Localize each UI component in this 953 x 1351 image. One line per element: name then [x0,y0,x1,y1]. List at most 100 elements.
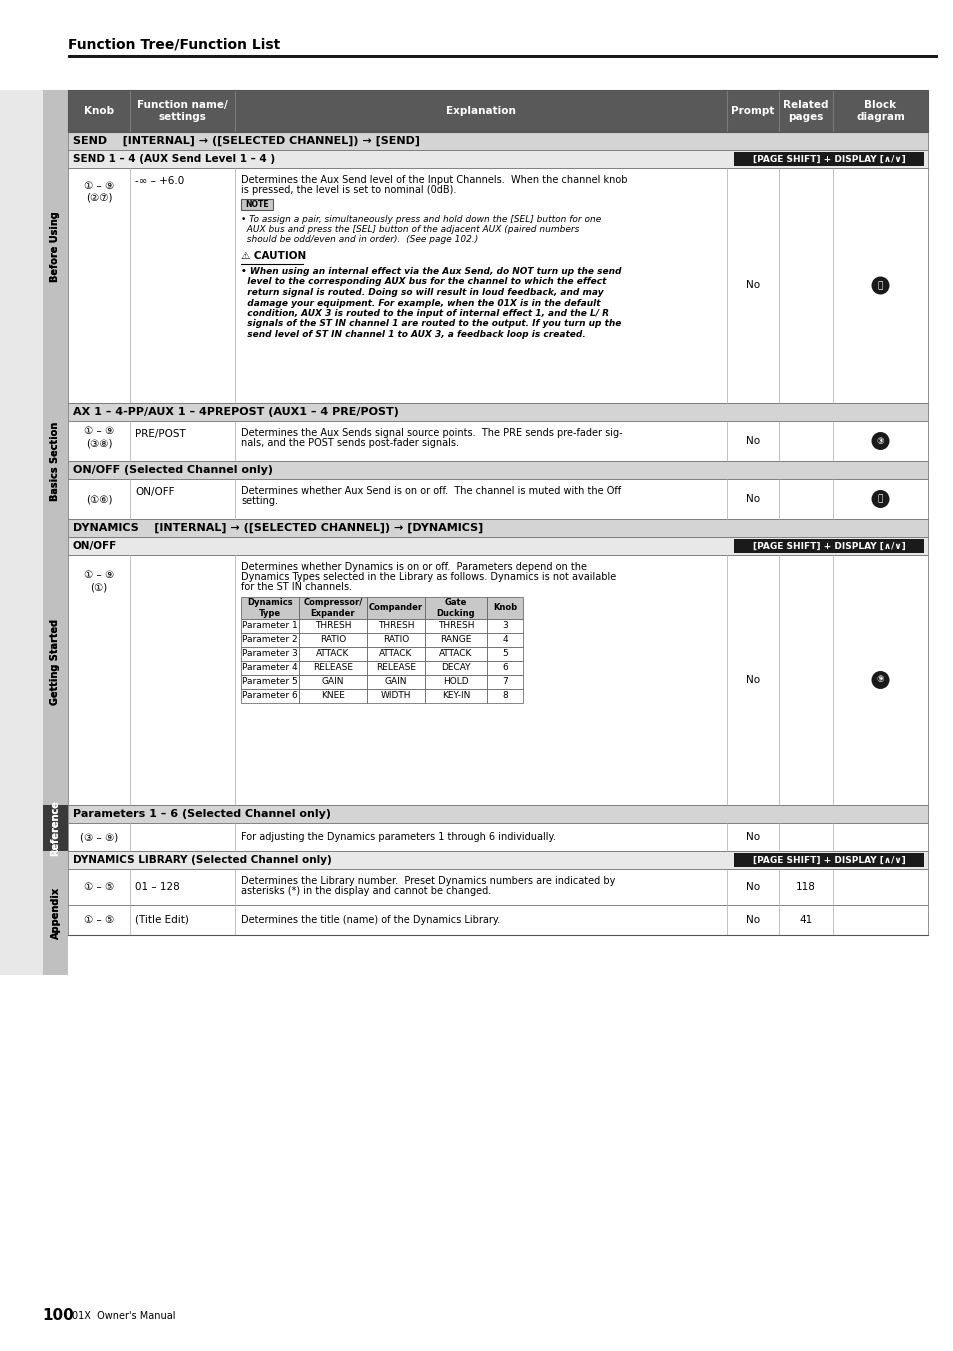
Bar [68,480,927,519]
Bar [43,805,68,851]
Bar [424,676,486,689]
Text: Parameter 4: Parameter 4 [242,663,297,673]
Text: 3: 3 [501,621,507,631]
Text: ⚠ CAUTION: ⚠ CAUTION [241,251,306,261]
Text: (Title Edit): (Title Edit) [135,915,189,925]
Text: Explanation: Explanation [446,105,516,116]
Bar [486,689,522,703]
Text: Compander: Compander [369,604,422,612]
Text: DECAY: DECAY [441,663,470,673]
Text: Related
pages: Related pages [782,100,828,122]
Bar [733,153,923,166]
Text: KNEE: KNEE [321,692,345,701]
Bar [486,597,522,619]
Bar [424,634,486,647]
Text: KEY-IN: KEY-IN [441,692,470,701]
Text: No: No [745,676,760,685]
Text: No: No [745,494,760,504]
Text: DYNAMICS    [INTERNAL] → ([SELECTED CHANNEL]) → [DYNAMICS]: DYNAMICS [INTERNAL] → ([SELECTED CHANNEL… [73,523,483,534]
Text: Reference: Reference [51,800,60,857]
Text: GAIN: GAIN [384,677,407,686]
Text: Getting Started: Getting Started [51,619,60,705]
Text: Parameter 5: Parameter 5 [242,677,297,686]
Bar [43,91,68,403]
Bar [298,661,367,676]
Bar [68,851,927,869]
Text: ON/OFF: ON/OFF [73,540,117,551]
Text: Function Tree/Function List: Function Tree/Function List [68,38,280,51]
Bar [424,619,486,634]
Bar [68,536,927,555]
Text: Determines the Aux Sends signal source points.  The PRE sends pre-fader sig-: Determines the Aux Sends signal source p… [241,428,622,438]
Text: ATTACK: ATTACK [316,650,350,658]
Bar [68,91,927,132]
Bar [298,634,367,647]
Text: 01 – 128: 01 – 128 [135,882,179,892]
Text: condition, AUX 3 is routed to the input of internal effect 1, and the L/ R: condition, AUX 3 is routed to the input … [241,309,608,317]
Text: Determines the title (name) of the Dynamics Library.: Determines the title (name) of the Dynam… [241,915,499,925]
Bar [43,851,68,975]
Text: Knob: Knob [84,105,114,116]
Bar [241,619,298,634]
Bar [424,689,486,703]
Bar [367,597,424,619]
Text: Parameters 1 – 6 (Selected Channel only): Parameters 1 – 6 (Selected Channel only) [73,809,331,819]
Text: RATIO: RATIO [382,635,409,644]
Text: ③: ③ [876,436,883,446]
Text: Determines the Aux Send level of the Input Channels.  When the channel knob: Determines the Aux Send level of the Inp… [241,176,627,185]
Text: Dynamics
Type: Dynamics Type [247,598,293,617]
Text: ON/OFF (Selected Channel only): ON/OFF (Selected Channel only) [73,465,273,476]
Bar [241,676,298,689]
Text: setting.: setting. [241,496,277,507]
Bar [486,676,522,689]
Text: [PAGE SHIFT] + DISPLAY [∧/∨]: [PAGE SHIFT] + DISPLAY [∧/∨] [752,542,904,550]
Bar [241,634,298,647]
Bar [68,55,937,58]
Text: Determines whether Aux Send is on or off.  The channel is muted with the Off: Determines whether Aux Send is on or off… [241,486,620,496]
Bar [43,403,68,519]
Bar [367,689,424,703]
Bar [298,597,367,619]
Text: ⑭: ⑭ [877,281,882,290]
Bar [241,661,298,676]
Bar [424,647,486,661]
Text: Determines the Library number.  Preset Dynamics numbers are indicated by: Determines the Library number. Preset Dy… [241,875,615,886]
Text: 7: 7 [501,677,507,686]
Text: nals, and the POST sends post-fader signals.: nals, and the POST sends post-fader sign… [241,438,458,449]
Text: ① – ⑨: ① – ⑨ [84,181,114,190]
Text: PRE/POST: PRE/POST [135,430,186,439]
Text: RANGE: RANGE [440,635,471,644]
Text: Appendix: Appendix [51,888,60,939]
Text: Getting Started: Getting Started [51,619,60,705]
Text: asterisks (*) in the display and cannot be changed.: asterisks (*) in the display and cannot … [241,886,491,896]
Text: return signal is routed. Doing so will result in loud feedback, and may: return signal is routed. Doing so will r… [241,288,603,297]
Text: NOTE: NOTE [245,200,269,209]
Text: 01X  Owner's Manual: 01X Owner's Manual [71,1310,175,1321]
Text: No: No [745,832,760,842]
Text: HOLD: HOLD [443,677,468,686]
Bar [367,647,424,661]
Text: ATTACK: ATTACK [379,650,413,658]
Text: 8: 8 [501,692,507,701]
Bar [733,539,923,553]
Bar [424,597,486,619]
Text: Determines whether Dynamics is on or off.  Parameters depend on the: Determines whether Dynamics is on or off… [241,562,586,571]
Text: -∞ – +6.0: -∞ – +6.0 [135,176,184,186]
Text: GAIN: GAIN [321,677,344,686]
Text: ⑨: ⑨ [876,676,883,685]
Bar [68,823,927,851]
Text: Gate
Ducking: Gate Ducking [436,598,475,617]
Text: Before Using: Before Using [51,211,60,282]
Bar [298,647,367,661]
Text: Basics Section: Basics Section [51,422,60,501]
Text: RATIO: RATIO [319,635,346,644]
Text: Block
diagram: Block diagram [855,100,904,122]
Text: Parameter 6: Parameter 6 [242,692,297,701]
Text: signals of the ST IN channel 1 are routed to the output. If you turn up the: signals of the ST IN channel 1 are route… [241,319,620,328]
Text: [PAGE SHIFT] + DISPLAY [∧/∨]: [PAGE SHIFT] + DISPLAY [∧/∨] [752,855,904,865]
Bar [486,619,522,634]
Bar [68,805,927,823]
Text: SEND    [INTERNAL] → ([SELECTED CHANNEL]) → [SEND]: SEND [INTERNAL] → ([SELECTED CHANNEL]) →… [73,136,419,146]
Text: No: No [745,281,760,290]
Bar [367,634,424,647]
